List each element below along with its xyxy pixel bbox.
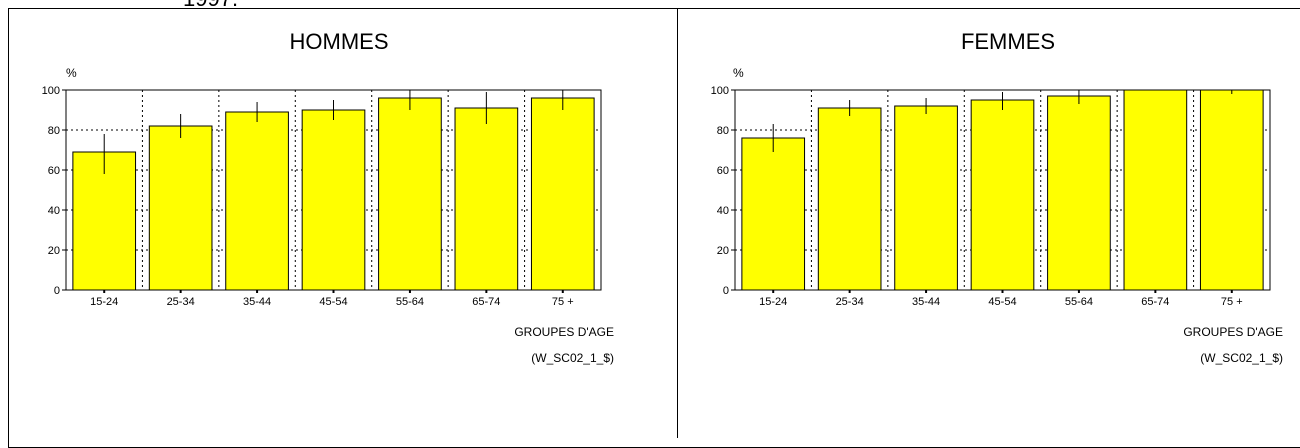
bar-25-34 xyxy=(148,125,213,291)
x-tick-label: 15-24 xyxy=(90,296,118,308)
x-axis-label: GROUPES D'AGE xyxy=(514,325,614,339)
bar-55-64 xyxy=(378,97,442,291)
y-axis-label: % xyxy=(733,66,744,80)
bar-25-34 xyxy=(817,107,882,291)
y-tick-label: 40 xyxy=(48,205,60,217)
chart-femmes: FEMMES % GROUPES D'AGE (W_SC02_1_$) 0 20 4… xyxy=(711,29,1283,365)
y-tick-label: 100 xyxy=(711,85,729,97)
bar-15-24 xyxy=(741,137,806,291)
bar-75 xyxy=(530,97,595,291)
x-tick-label: 65-74 xyxy=(1141,296,1169,308)
x-tick-label: 35-44 xyxy=(243,296,271,308)
y-tick-label: 20 xyxy=(717,245,729,257)
x-tick-label: 75 + xyxy=(552,296,574,308)
y-axis-label: % xyxy=(66,66,77,80)
x-tick-label: 75 + xyxy=(1221,296,1243,308)
x-tick-label: 45-54 xyxy=(319,296,347,308)
chart-title: FEMMES xyxy=(961,29,1055,54)
y-tick-label: 60 xyxy=(48,165,60,177)
x-tick-label: 55-64 xyxy=(396,296,424,308)
panel-femmes: FEMMES % GROUPES D'AGE (W_SC02_1_$) 0 20 4… xyxy=(678,9,1300,435)
bar-45-54 xyxy=(301,109,366,291)
cut-header-text: 1997. xyxy=(183,0,238,12)
bar-15-24 xyxy=(72,151,137,291)
bar-35-44 xyxy=(894,105,958,291)
y-tick-label: 60 xyxy=(717,165,729,177)
bar-65-74 xyxy=(454,107,519,291)
x-tick-label: 55-64 xyxy=(1065,296,1093,308)
x-tick-label: 45-54 xyxy=(988,296,1016,308)
y-tick-label: 0 xyxy=(54,285,60,297)
x-tick-label: 25-34 xyxy=(836,296,864,308)
chart-hommes: HOMMES % GROUPES D'AGE (W_SC02_1_$) 0 20 4… xyxy=(42,29,614,365)
y-tick-label: 80 xyxy=(48,125,60,137)
y-tick-label: 40 xyxy=(717,205,729,217)
x-axis-label: GROUPES D'AGE xyxy=(1183,325,1283,339)
bar-75 xyxy=(1199,89,1264,291)
x-tick-label: 65-74 xyxy=(472,296,500,308)
y-tick-label: 100 xyxy=(42,85,60,97)
y-tick-label: 0 xyxy=(723,285,729,297)
y-tick-label: 80 xyxy=(717,125,729,137)
y-tick-label: 20 xyxy=(48,245,60,257)
variable-code: (W_SC02_1_$) xyxy=(1200,351,1283,365)
x-tick-label: 15-24 xyxy=(759,296,787,308)
x-tick-label: 25-34 xyxy=(167,296,195,308)
panel-hommes: HOMMES % GROUPES D'AGE (W_SC02_1_$) 0 20 4… xyxy=(9,9,678,435)
bar-65-74 xyxy=(1123,89,1188,291)
bar-45-54 xyxy=(970,99,1035,291)
x-tick-label: 35-44 xyxy=(912,296,940,308)
variable-code: (W_SC02_1_$) xyxy=(531,351,614,365)
bar-35-44 xyxy=(225,111,289,291)
chart-title: HOMMES xyxy=(290,29,389,54)
panel-divider xyxy=(677,8,678,438)
bar-55-64 xyxy=(1047,95,1111,291)
